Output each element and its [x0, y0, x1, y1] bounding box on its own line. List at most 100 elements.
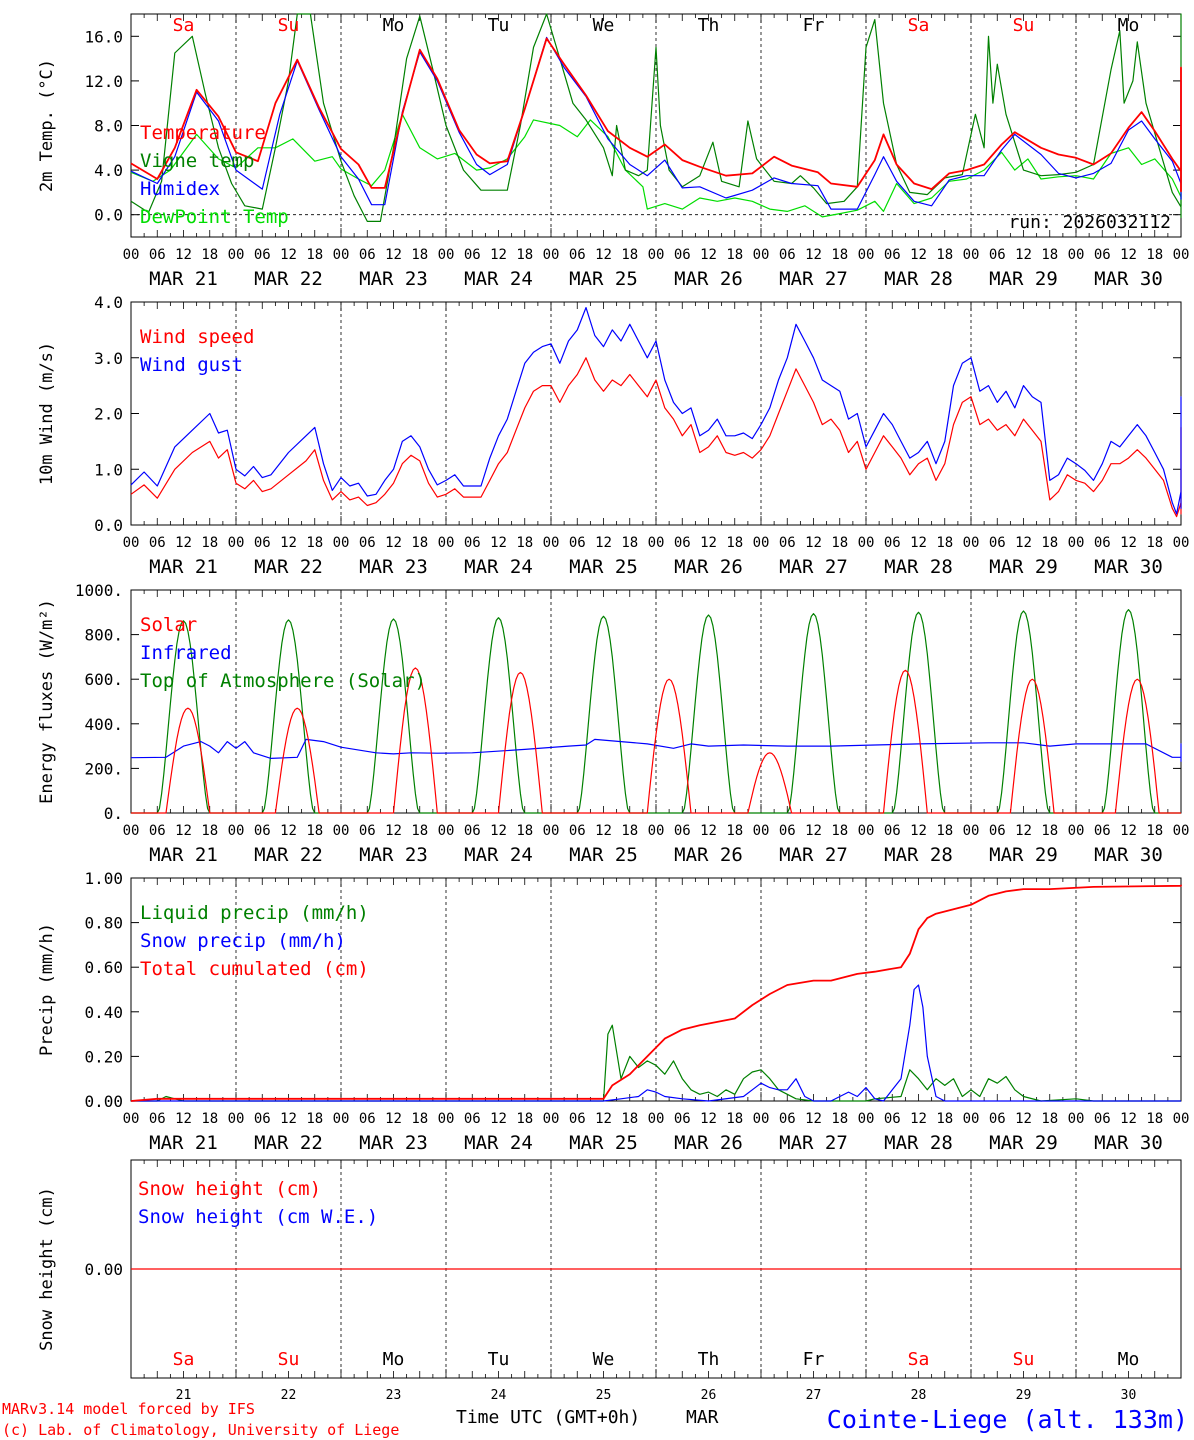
series-temperature [130, 37, 1182, 193]
date-label: MAR 23 [359, 556, 428, 578]
y-tick-label: 0.0 [94, 206, 123, 225]
hour-tick-label: 06 [464, 1111, 481, 1127]
hour-tick-label: 12 [490, 535, 507, 551]
y-tick-label: 0.40 [84, 1003, 123, 1022]
hour-tick-label: 00 [228, 535, 245, 551]
panel-wind: 10m Wind (m/s) 0.0 1.0 2.0 3.0 4.0 Wind speed W… [37, 293, 1189, 578]
legend-liquid-precip-mm-h: Liquid precip (mm/h) [140, 902, 369, 924]
y-tick-label: 0.20 [84, 1047, 123, 1066]
date-label: MAR 22 [254, 1132, 323, 1154]
y-tick-label: 4.0 [94, 293, 123, 312]
day-number: 23 [386, 1388, 402, 1403]
date-label: MAR 23 [359, 1132, 428, 1154]
hour-tick-label: 06 [149, 1111, 166, 1127]
hour-tick-label: 06 [674, 1111, 691, 1127]
hour-tick-label: 12 [1015, 823, 1032, 839]
date-label: MAR 30 [1094, 268, 1163, 290]
date-label: MAR 21 [149, 556, 218, 578]
legend-temperature: Temperature [140, 122, 266, 144]
day-name: Sa [173, 1349, 195, 1370]
hour-tick-label: 06 [569, 247, 586, 263]
hour-tick-label: 12 [385, 247, 402, 263]
hour-tick-label: 06 [149, 535, 166, 551]
day-name: Su [278, 1349, 300, 1370]
day-name: Mo [1118, 15, 1140, 36]
hour-tick-label: 00 [123, 535, 140, 551]
legend-solar: Solar [140, 614, 197, 636]
hour-tick-label: 12 [1120, 823, 1137, 839]
hour-tick-label: 12 [490, 1111, 507, 1127]
hour-tick-label: 00 [123, 1111, 140, 1127]
hour-tick-label: 00 [648, 247, 665, 263]
hour-tick-label: 06 [149, 247, 166, 263]
date-label: MAR 26 [674, 268, 743, 290]
hour-tick-label: 00 [543, 247, 560, 263]
hour-tick-label: 06 [569, 1111, 586, 1127]
hour-tick-label: 06 [254, 535, 271, 551]
hour-tick-label: 06 [884, 823, 901, 839]
y-tick-label: 4.0 [94, 161, 123, 180]
hour-tick-label: 18 [306, 1111, 323, 1127]
y-tick-label: 800. [84, 626, 123, 645]
hour-tick-label: 00 [1068, 247, 1085, 263]
hour-tick-label: 18 [1041, 247, 1058, 263]
date-label: MAR 21 [149, 1132, 218, 1154]
hour-tick-label: 12 [1015, 535, 1032, 551]
y-tick-label: 1000. [75, 581, 123, 600]
y-tick-label: 12.0 [84, 72, 123, 91]
hour-tick-label: 00 [438, 247, 455, 263]
hour-tick-label: 18 [936, 535, 953, 551]
hour-tick-label: 12 [595, 247, 612, 263]
hour-tick-label: 06 [779, 1111, 796, 1127]
hour-tick-label: 12 [385, 535, 402, 551]
date-label: MAR 21 [149, 844, 218, 866]
hour-tick-label: 06 [1094, 247, 1111, 263]
hour-tick-label: 12 [280, 823, 297, 839]
hour-tick-label: 12 [385, 1111, 402, 1127]
hour-tick-label: 18 [1041, 1111, 1058, 1127]
hour-tick-label: 12 [175, 247, 192, 263]
hour-tick-label: 18 [411, 823, 428, 839]
hour-tick-label: 18 [306, 247, 323, 263]
date-label: MAR 24 [464, 556, 533, 578]
hour-tick-label: 06 [569, 823, 586, 839]
date-label: MAR 22 [254, 844, 323, 866]
hour-tick-label: 00 [1173, 535, 1190, 551]
legend-snow-height-cm: Snow height (cm) [138, 1178, 321, 1200]
hour-tick-label: 00 [648, 1111, 665, 1127]
date-label: MAR 29 [989, 844, 1058, 866]
date-label: MAR 27 [779, 844, 848, 866]
hour-tick-label: 18 [936, 823, 953, 839]
hour-tick-label: 00 [858, 247, 875, 263]
hour-tick-label: 18 [1041, 823, 1058, 839]
y-axis-label: 10m Wind (m/s) [37, 342, 57, 485]
hour-tick-label: 06 [674, 247, 691, 263]
series-total-cumulated-cm [130, 884, 1182, 1102]
day-number: 22 [281, 1388, 297, 1403]
hour-tick-label: 00 [753, 247, 770, 263]
hour-tick-label: 06 [884, 535, 901, 551]
station-name: Cointe-Liege (alt. 133m) [827, 1405, 1188, 1434]
day-number: 28 [911, 1388, 927, 1403]
day-name: Su [1013, 1349, 1035, 1370]
run-label: run: 2026032112 [1008, 212, 1171, 233]
date-label: MAR 24 [464, 844, 533, 866]
day-name: Tu [488, 1349, 510, 1370]
date-label: MAR 23 [359, 844, 428, 866]
legend-infrared: Infrared [140, 642, 232, 664]
hour-tick-label: 18 [306, 823, 323, 839]
hour-tick-label: 18 [621, 1111, 638, 1127]
hour-tick-label: 18 [726, 823, 743, 839]
y-tick-label: 600. [84, 670, 123, 689]
hour-tick-label: 12 [700, 247, 717, 263]
hour-tick-label: 06 [149, 823, 166, 839]
hour-tick-label: 06 [464, 823, 481, 839]
series-snow-precip-mm-h [131, 984, 1181, 1102]
hour-tick-label: 12 [910, 247, 927, 263]
hour-tick-label: 00 [1068, 535, 1085, 551]
legend-total-cumulated-cm: Total cumulated (cm) [140, 958, 369, 980]
y-tick-label: 2.0 [94, 405, 123, 424]
hour-tick-label: 18 [411, 247, 428, 263]
hour-tick-label: 06 [1094, 823, 1111, 839]
